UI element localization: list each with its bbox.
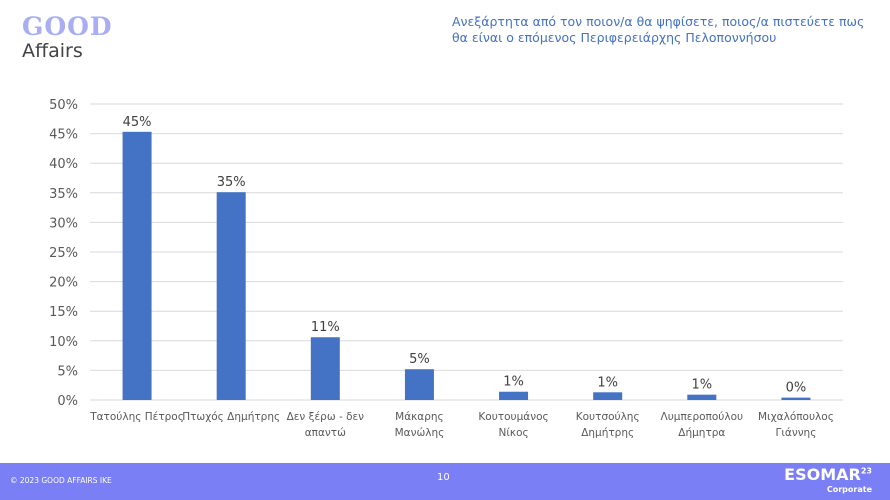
data-label: 1% [503,375,524,390]
y-tick-label: 15% [49,305,78,320]
bar [216,192,246,400]
y-tick-label: 30% [49,216,78,231]
esomar-text: ESOMAR [784,465,861,484]
bar [499,391,529,400]
x-tick-label: Μιχαλόπουλος [758,411,834,423]
y-tick-label: 40% [49,157,78,172]
copyright: © 2023 GOOD AFFAIRS IKE [10,476,112,485]
bar-chart: 0% 5% 10% 15% 20% 25% 30% 35% 40% 45% 50% 45% Τατούλ… [49,98,843,439]
y-tick-label: 35% [49,187,78,202]
y-tick-label: 50% [49,98,78,113]
logo-affairs: Affairs [22,40,83,62]
x-tick-label: Δήμητρα [678,427,725,439]
footer: © 2023 GOOD AFFAIRS IKE 10 ESOMAR23 Corp… [0,463,890,500]
esomar-corporate: Corporate [826,485,872,494]
x-tick-label: Κουτσούλης [576,411,640,423]
x-tick-label: Γιάννης [776,427,817,439]
y-tick-label: 25% [49,246,78,261]
y-tick-label: 10% [49,335,78,350]
x-tick-label: Δημήτρης [581,427,634,439]
bar [687,394,717,400]
bar [404,369,434,400]
esomar-logo: ESOMAR23 [784,465,872,484]
data-label: 45% [123,115,152,130]
data-label: 35% [217,175,246,190]
bar [593,392,623,400]
bar [122,131,152,400]
esomar-sup: 23 [860,466,872,476]
chart-title: Ανεξάρτητα από τον ποιον/α θα ψηφίσετε, … [452,14,865,45]
data-label: 1% [692,378,713,393]
data-label: 0% [786,381,807,396]
y-tick-label: 20% [49,276,78,291]
y-tick-label: 45% [49,128,78,143]
x-tick-label: Μανώλης [395,427,445,439]
x-tick-label: Νίκος [498,427,528,439]
y-tick-label: 5% [57,364,78,379]
bar [310,337,340,400]
x-tick-label: απαντώ [305,427,346,439]
data-label: 1% [597,375,618,390]
bar [781,397,811,400]
data-label: 11% [311,320,340,335]
data-label: 5% [409,352,430,367]
y-tick-label: 0% [57,394,78,409]
x-tick-label: Δεν ξέρω - δεν [287,411,365,423]
x-tick-label: Κουτουμάνος [478,411,548,423]
logo-good: GOOD [22,12,113,41]
x-tick-label: Πτωχός Δημήτρης [182,411,280,423]
page-number: 10 [437,472,450,483]
x-tick-label: Μάκαρης [395,411,444,423]
x-tick-label: Τατούλης Πέτρος [89,411,184,423]
x-tick-label: Λυμπεροπούλου [661,411,744,423]
